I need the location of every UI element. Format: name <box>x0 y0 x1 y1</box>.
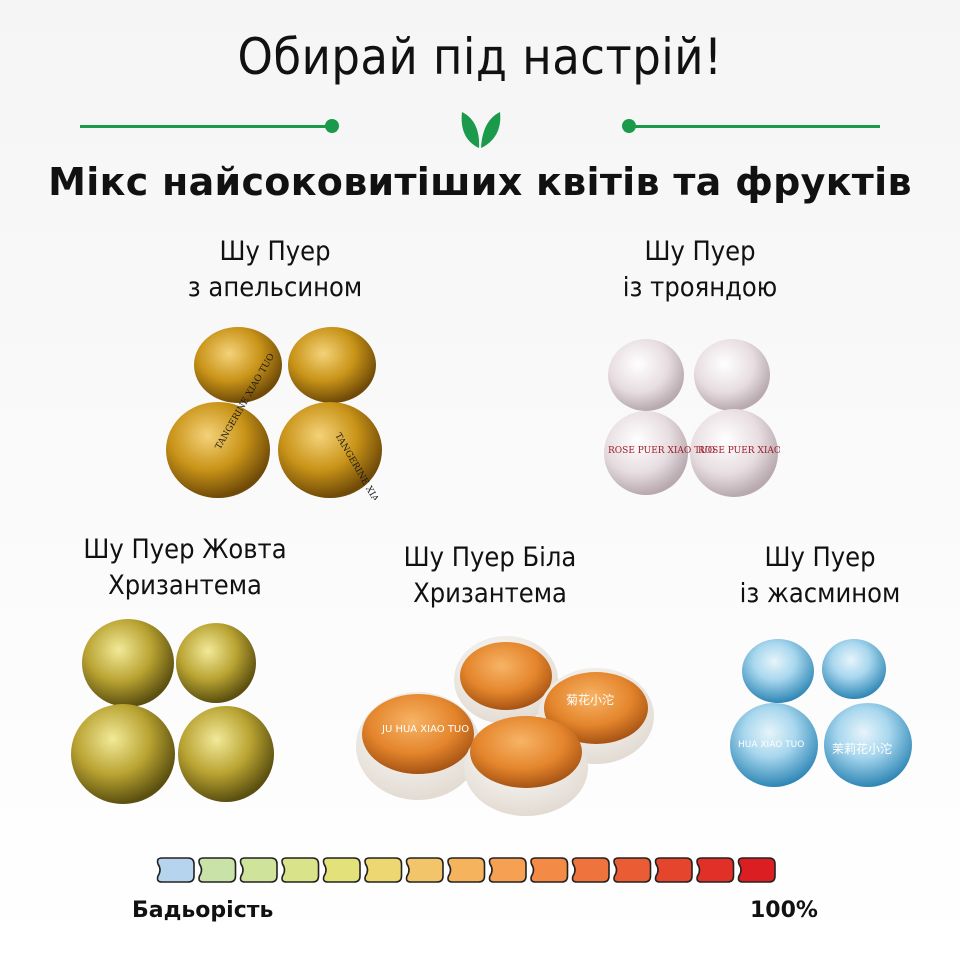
product-name-line1: Шу Пуер Жовта <box>83 534 287 565</box>
scale-segment <box>281 857 320 883</box>
page-title: Обирай під настрій! <box>237 28 723 86</box>
scale-segment <box>571 857 610 883</box>
energy-scale-label: Бадьорість <box>132 898 274 923</box>
product-label-orange: Шу Пуер з апельсином <box>130 234 420 306</box>
product-label-rose: Шу Пуер із трояндою <box>560 234 840 306</box>
product-label-yellow-chrysanthemum: Шу Пуер Жовта Хризантема <box>40 532 330 604</box>
jasmine-puer-image: HUA XIAO TUO 茉莉花小沱 <box>730 639 912 787</box>
page-subtitle: Мікс найсоковитіших квітів та фруктів <box>48 160 912 204</box>
wrapper-text-cn: 茉莉花小沱 <box>832 741 892 756</box>
energy-scale-value: 100% <box>750 898 818 923</box>
wrapper-text: HUA XIAO TUO <box>738 740 804 750</box>
scale-segment <box>613 857 652 883</box>
product-name-line2: із жасмином <box>739 578 901 609</box>
white-chrysanthemum-puer-image: JU HUA XIAO TUO 菊花小沱 <box>356 636 654 816</box>
yellow-chrysanthemum-puer-image <box>71 619 274 804</box>
wrapper-text-cn: 菊花小沱 <box>566 692 614 707</box>
divider-dot-left <box>325 119 339 133</box>
product-name-line1: Шу Пуер <box>644 236 756 267</box>
product-name-line1: Шу Пуер <box>219 236 331 267</box>
product-name-line2: Хризантема <box>108 570 262 601</box>
wrapper-text: ROSE PUER XIAO TUO <box>608 446 715 456</box>
leaf-icon <box>461 112 501 148</box>
scale-segment <box>364 857 403 883</box>
scale-segment <box>696 857 735 883</box>
scale-segment <box>156 857 195 883</box>
scale-segment <box>405 857 444 883</box>
scale-segment <box>488 857 527 883</box>
product-name-line2: з апельсином <box>187 272 363 303</box>
scale-segment <box>322 857 361 883</box>
scale-segment <box>737 857 776 883</box>
product-name-line1: Шу Пуер Біла <box>403 542 577 573</box>
divider-left <box>80 125 332 128</box>
scale-segment <box>239 857 278 883</box>
scale-segment <box>530 857 569 883</box>
wrapper-text: ROSE PUER XIAO TUO <box>698 446 780 456</box>
scale-segment <box>447 857 486 883</box>
product-name-line2: Хризантема <box>413 578 567 609</box>
scale-segment <box>198 857 237 883</box>
energy-scale <box>156 857 776 883</box>
product-name-line2: із трояндою <box>622 272 778 303</box>
product-label-white-chrysanthemum: Шу Пуер Біла Хризантема <box>350 540 630 612</box>
product-name-line1: Шу Пуер <box>764 542 876 573</box>
wrapper-text: JU HUA XIAO TUO <box>381 724 469 735</box>
divider-right <box>628 125 880 128</box>
scale-segment <box>654 857 693 883</box>
product-label-jasmine: Шу Пуер із жасмином <box>710 540 930 612</box>
rose-puer-image: ROSE PUER XIAO TUO ROSE PUER XIAO TUO <box>604 339 780 497</box>
orange-puer-image: TANGERINE XIAO TUO TANGERINE XIAO TUO <box>166 327 390 500</box>
